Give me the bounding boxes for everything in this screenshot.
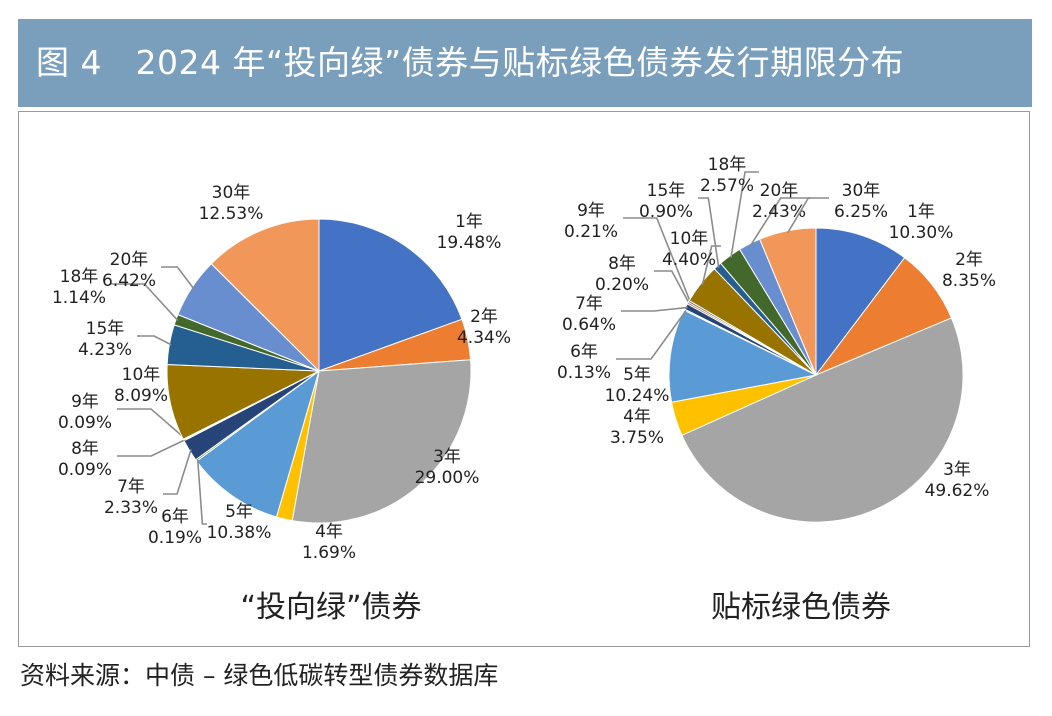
leader-line-15年: [698, 197, 720, 268]
slice-value-15年: 0.90%: [639, 202, 693, 222]
leader-line-8年: [654, 270, 691, 305]
slice-label-10年: 10年: [670, 229, 709, 249]
slice-value-9年: 0.21%: [564, 222, 618, 242]
slice-value-30年: 12.53%: [199, 204, 264, 224]
slice-value-9年: 0.09%: [58, 413, 112, 433]
pie-slice-1年: [815, 227, 906, 377]
slice-label-2年: 2年: [955, 250, 983, 270]
chart-title-2: 贴标绿色债券: [711, 590, 891, 625]
slice-value-3年: 49.62%: [925, 481, 990, 501]
slice-label-18年: 18年: [60, 267, 99, 287]
slice-value-18年: 1.14%: [52, 288, 106, 308]
slice-label-9年: 9年: [71, 392, 99, 412]
slice-label-2年: 2年: [470, 307, 498, 327]
leader-line-30年: [787, 197, 829, 234]
slice-label-8年: 8年: [608, 254, 636, 274]
slice-label-18年: 18年: [708, 155, 747, 175]
leader-line-6年: [616, 310, 687, 360]
slice-label-9年: 9年: [577, 201, 605, 221]
slice-value-3年: 29.00%: [415, 468, 480, 488]
slice-value-15年: 4.23%: [78, 340, 132, 360]
leader-line-20年: [161, 266, 195, 290]
slice-value-1年: 10.30%: [889, 223, 954, 243]
slice-value-1年: 19.48%: [437, 233, 502, 253]
chart-panel: 1年 19.48% 2年 4.34% 3年 29.00% 4年 1.69% 5年 10.38% 6年…: [18, 111, 1030, 647]
pie-slice-3年: [681, 317, 964, 523]
leader-line-9年: [117, 408, 186, 440]
slice-value-8年: 0.20%: [595, 275, 649, 295]
slice-label-8年: 8年: [71, 439, 99, 459]
pie-slice-30年: [210, 218, 320, 373]
slice-label-15年: 15年: [647, 181, 686, 201]
slice-value-30年: 6.25%: [834, 202, 888, 222]
slice-label-4年: 4年: [315, 522, 343, 542]
leader-line-8年: [117, 438, 186, 457]
leader-line-9年: [623, 217, 692, 303]
pie-slice-3年: [291, 359, 472, 524]
slice-label-5年: 5年: [623, 365, 651, 385]
slice-label-30年: 30年: [842, 181, 881, 201]
leader-line-18年: [730, 171, 759, 258]
slice-value-5年: 10.38%: [207, 523, 272, 543]
slice-value-10年: 4.40%: [662, 250, 716, 270]
slice-value-20年: 6.42%: [102, 271, 156, 291]
slice-label-30年: 30年: [212, 183, 251, 203]
slice-value-7年: 2.33%: [104, 498, 158, 518]
pie-slice-30年: [759, 227, 817, 376]
leader-line-7年: [163, 449, 192, 495]
leader-line-10年: [701, 245, 721, 286]
slice-label-6年: 6年: [161, 507, 189, 527]
slice-value-8年: 0.09%: [58, 460, 112, 480]
slice-label-6年: 6年: [570, 342, 598, 362]
leader-line-15年: [137, 335, 172, 346]
slice-value-18年: 2.57%: [700, 176, 754, 196]
leader-line-18年: [111, 283, 179, 321]
slice-label-3年: 3年: [433, 447, 461, 467]
slice-label-15年: 15年: [86, 319, 125, 339]
slice-value-2年: 8.35%: [942, 271, 996, 291]
slice-label-3年: 3年: [943, 460, 971, 480]
title-bar: 图 4 2024 年“投向绿”债券与贴标绿色债券发行期限分布: [18, 19, 1032, 107]
slice-label-20年: 20年: [760, 181, 799, 201]
slice-value-4年: 3.75%: [610, 428, 664, 448]
source-note: 资料来源：中债 – 绿色低碳转型债券数据库: [20, 661, 499, 690]
slice-value-5年: 10.24%: [605, 386, 670, 406]
figure-title: 图 4 2024 年“投向绿”债券与贴标绿色债券发行期限分布: [36, 43, 905, 82]
leader-line-7年: [621, 306, 688, 312]
slice-value-6年: 0.13%: [557, 363, 611, 383]
pie-slice-5年: [668, 309, 818, 403]
slice-label-7年: 7年: [575, 294, 603, 314]
slice-label-5年: 5年: [225, 502, 253, 522]
slice-value-20年: 2.43%: [752, 202, 806, 222]
leader-line-6年: [196, 459, 207, 525]
slice-value-7年: 0.64%: [562, 315, 616, 335]
slice-value-10年: 8.09%: [114, 386, 168, 406]
pie-charts: 1年19.48%2年4.34%3年29.00%4年1.69%5年10.38%6年…: [52, 155, 996, 625]
slice-label-7年: 7年: [117, 477, 145, 497]
slice-label-10年: 10年: [122, 365, 161, 385]
slice-label-4年: 4年: [623, 407, 651, 427]
slice-label-1年: 1年: [907, 202, 935, 222]
slice-value-2年: 4.34%: [457, 328, 511, 348]
slice-label-1年: 1年: [455, 212, 483, 232]
chart-title-1: “投向绿”债券: [240, 590, 421, 625]
slice-label-20年: 20年: [110, 250, 149, 270]
slice-value-6年: 0.19%: [148, 528, 202, 548]
slice-value-4年: 1.69%: [302, 543, 356, 563]
pie-slice-1年: [318, 218, 463, 372]
leader-line-20年: [749, 197, 811, 247]
